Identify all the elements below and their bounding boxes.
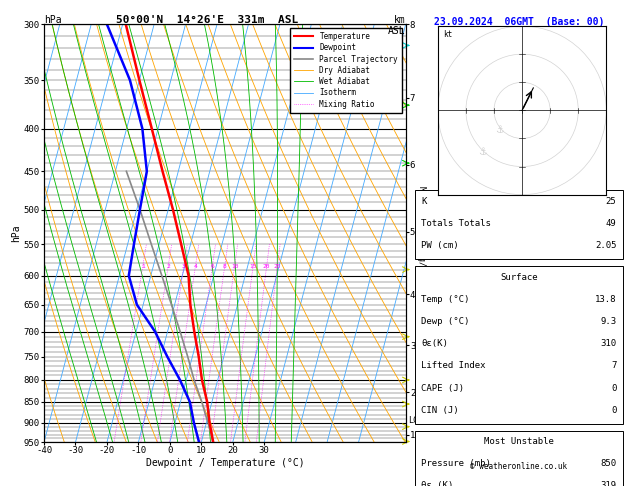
Text: © weatheronline.co.uk: © weatheronline.co.uk (470, 462, 567, 471)
X-axis label: Dewpoint / Temperature (°C): Dewpoint / Temperature (°C) (145, 458, 304, 468)
Text: 25: 25 (606, 197, 616, 206)
Legend: Temperature, Dewpoint, Parcel Trajectory, Dry Adiabat, Wet Adiabat, Isotherm, Mi: Temperature, Dewpoint, Parcel Trajectory… (291, 28, 402, 112)
Text: 23.09.2024  06GMT  (Base: 00): 23.09.2024 06GMT (Base: 00) (434, 17, 604, 27)
Text: Temp (°C): Temp (°C) (421, 295, 470, 304)
Text: Pressure (mb): Pressure (mb) (421, 459, 491, 469)
Text: 15: 15 (249, 264, 257, 269)
Text: 49: 49 (606, 219, 616, 228)
Text: 1: 1 (141, 264, 145, 269)
Text: 3: 3 (182, 264, 186, 269)
Text: Dewp (°C): Dewp (°C) (421, 317, 470, 326)
Text: 310: 310 (600, 339, 616, 348)
Text: ⚓: ⚓ (479, 147, 487, 157)
Text: Most Unstable: Most Unstable (484, 437, 554, 446)
Text: PW (cm): PW (cm) (421, 242, 459, 250)
Text: LCL: LCL (408, 416, 423, 425)
Text: 2: 2 (166, 264, 170, 269)
Text: θε (K): θε (K) (421, 482, 454, 486)
Text: 13.8: 13.8 (595, 295, 616, 304)
Text: Lifted Index: Lifted Index (421, 362, 486, 370)
Bar (415, 431, 623, 486)
Text: 4: 4 (194, 264, 198, 269)
Text: 10: 10 (231, 264, 238, 269)
Bar (415, 266, 623, 424)
Text: 20: 20 (263, 264, 270, 269)
Text: θε(K): θε(K) (421, 339, 448, 348)
Text: 0: 0 (611, 406, 616, 415)
Text: 50°00'N  14°26'E  331m  ASL: 50°00'N 14°26'E 331m ASL (116, 15, 299, 25)
Y-axis label: hPa: hPa (11, 225, 21, 242)
Text: ⚓: ⚓ (495, 125, 504, 135)
Y-axis label: Mixing Ratio (g/kg): Mixing Ratio (g/kg) (418, 186, 426, 281)
Text: 850: 850 (600, 459, 616, 469)
Text: 8: 8 (223, 264, 226, 269)
Text: km
ASL: km ASL (388, 15, 406, 36)
Text: Surface: Surface (500, 273, 538, 282)
Text: Totals Totals: Totals Totals (421, 219, 491, 228)
Bar (415, 191, 623, 260)
Text: 6: 6 (210, 264, 214, 269)
Text: K: K (421, 197, 426, 206)
Text: 0: 0 (611, 383, 616, 393)
Text: 319: 319 (600, 482, 616, 486)
Text: kt: kt (443, 30, 453, 39)
Text: CIN (J): CIN (J) (421, 406, 459, 415)
Text: CAPE (J): CAPE (J) (421, 383, 464, 393)
Text: 9.3: 9.3 (600, 317, 616, 326)
Text: 2.05: 2.05 (595, 242, 616, 250)
Text: hPa: hPa (44, 15, 62, 25)
Text: 7: 7 (611, 362, 616, 370)
Text: 25: 25 (274, 264, 281, 269)
